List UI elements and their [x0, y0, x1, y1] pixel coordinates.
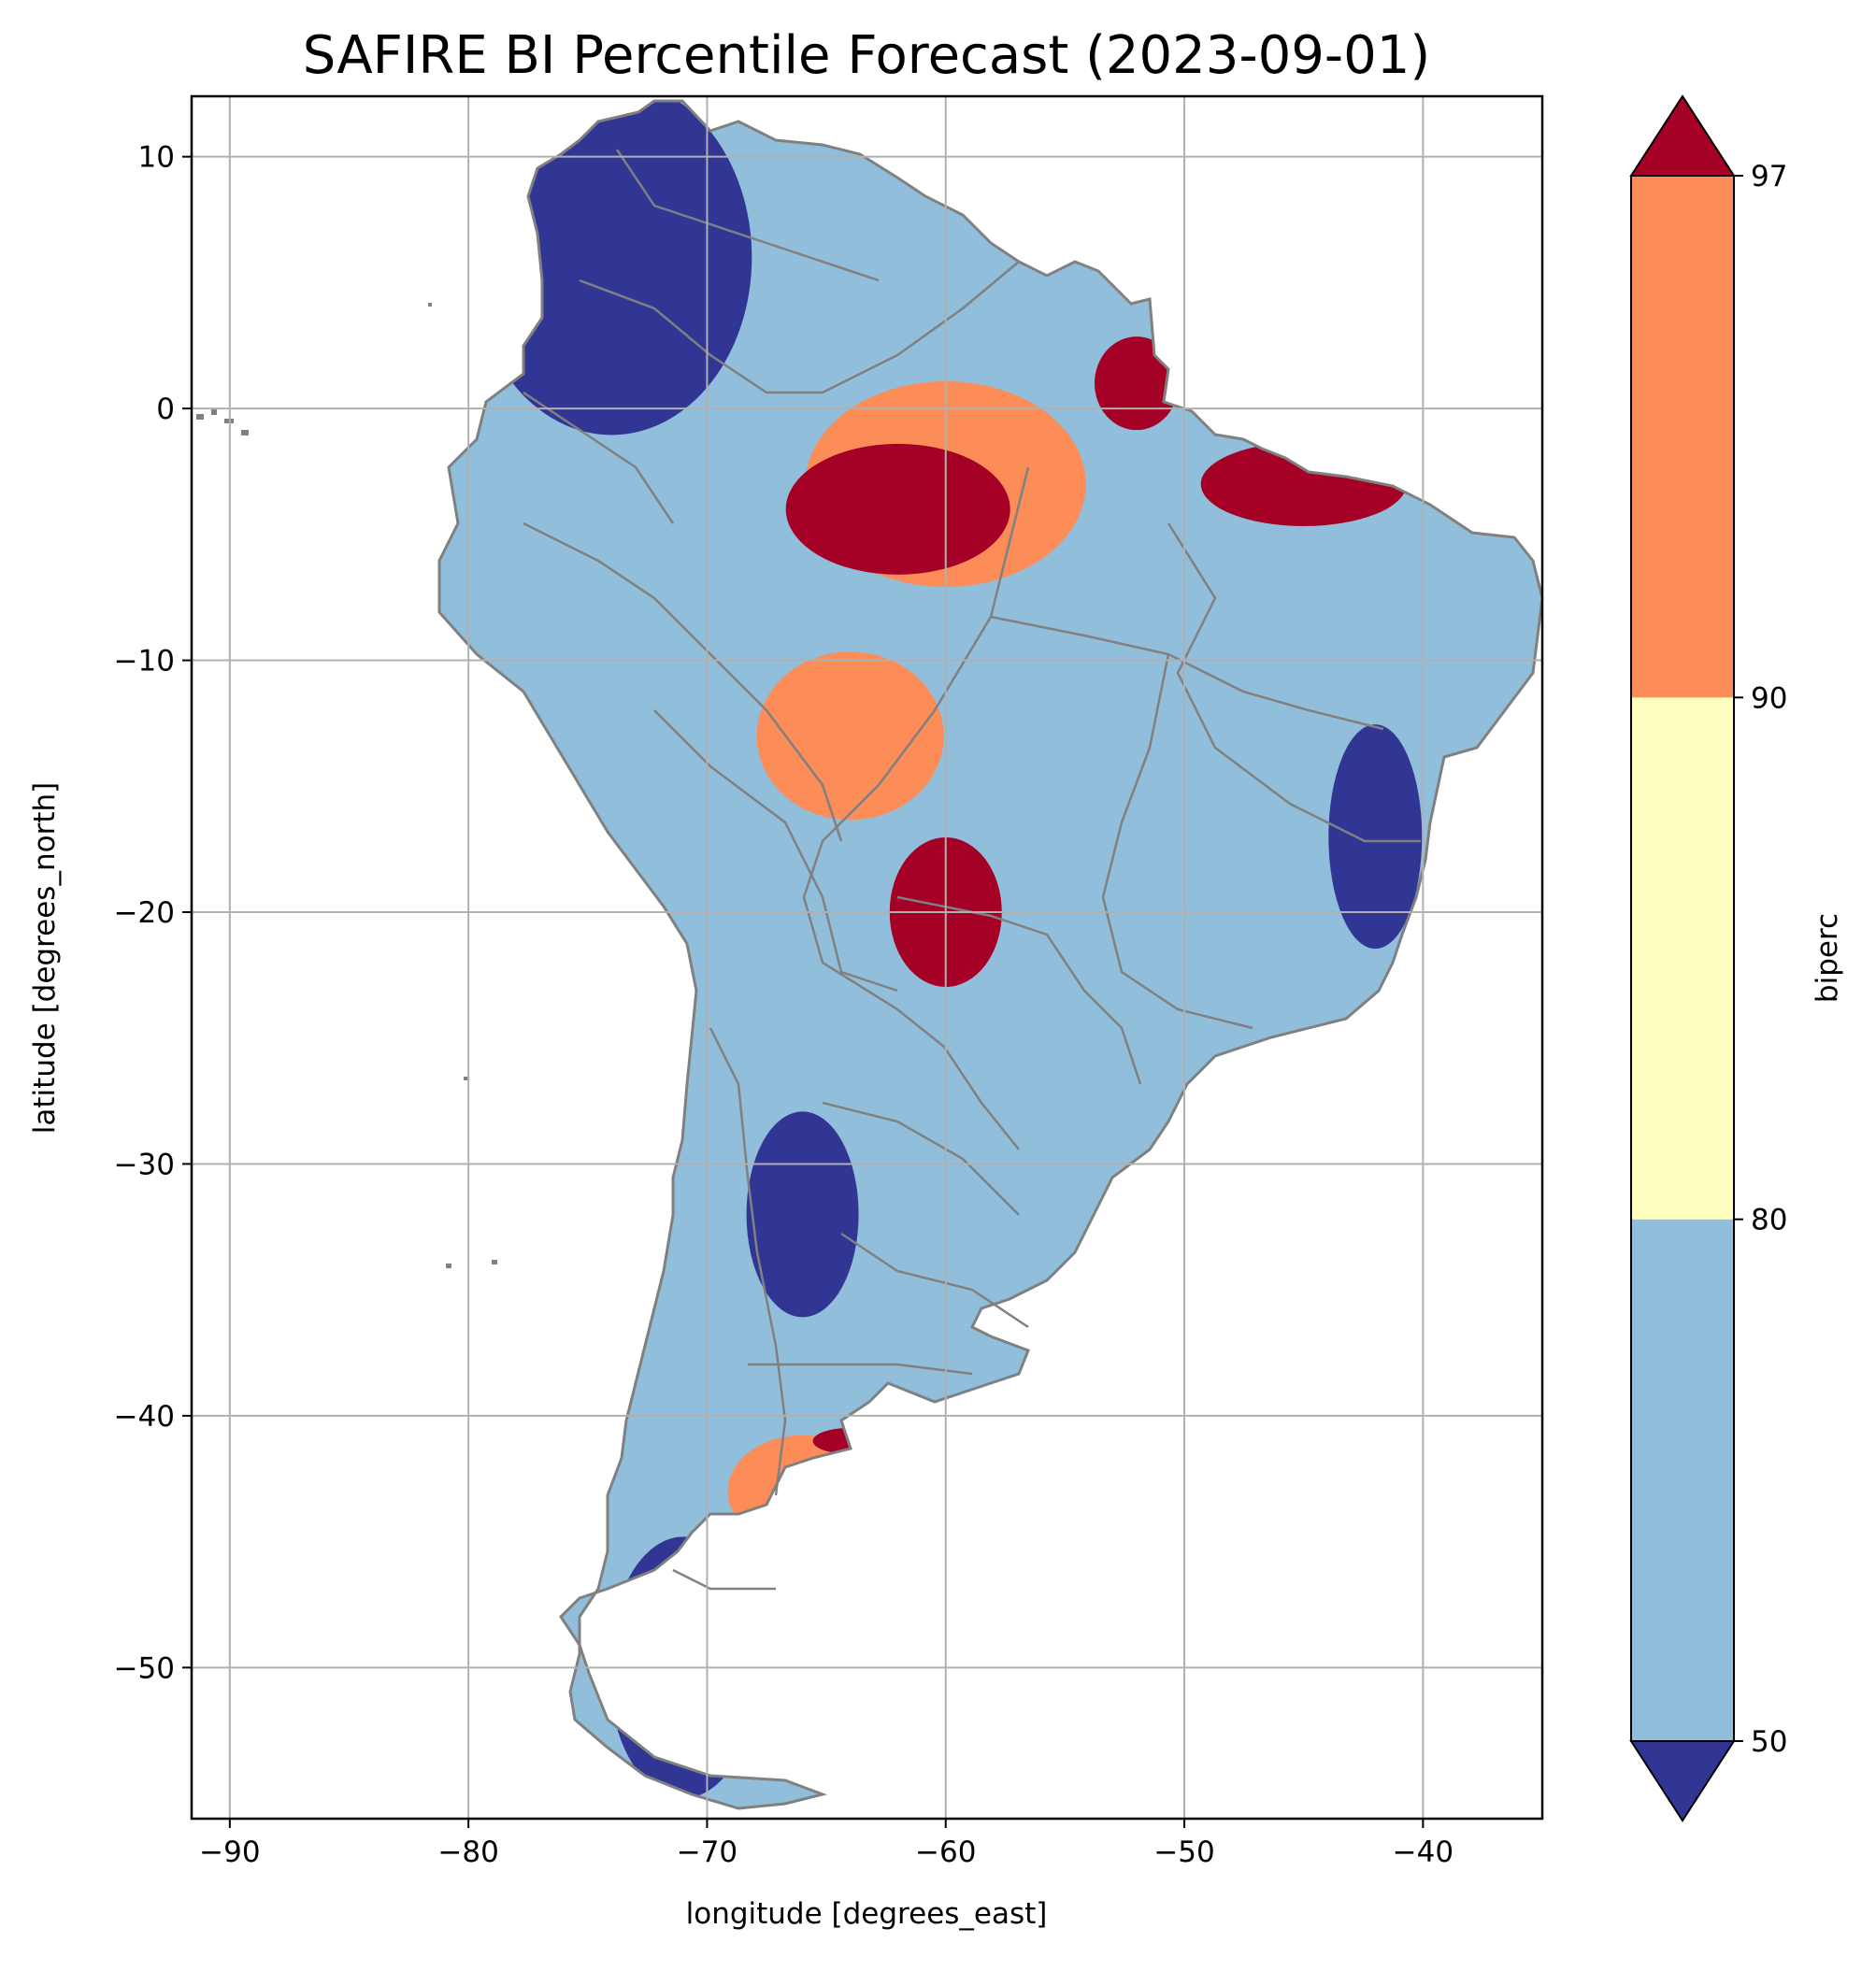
colorbar-tick-label: 97: [1751, 160, 1787, 193]
y-tick-label: −50: [114, 1651, 175, 1685]
colorbar-tick-label: 50: [1751, 1725, 1787, 1759]
colorbar-segment: [1631, 697, 1734, 1220]
field-region: [785, 443, 1010, 575]
political-borders: [523, 149, 1421, 1591]
x-tick-label: −70: [677, 1835, 738, 1869]
x-axis: −90 −80 −70 −60 −50 −40: [199, 1819, 1454, 1869]
y-tick-label: −20: [114, 896, 175, 930]
colorbar-frame: [1630, 175, 1735, 1742]
field-region: [471, 101, 752, 436]
y-axis: 10 0 −10 −20 −30 −40 −50: [114, 141, 192, 1685]
x-tick-label: −40: [1393, 1835, 1454, 1869]
colorbar-extend-min: [1629, 1740, 1736, 1822]
y-tick-label: −30: [114, 1148, 175, 1181]
colorbar-tick-label: 80: [1751, 1204, 1787, 1237]
coastline: [437, 99, 1544, 1810]
y-axis-label: latitude [degrees_north]: [28, 782, 62, 1134]
colorbar: 50 80 90 97: [1629, 94, 1787, 1822]
chart-title: SAFIRE BI Percentile Forecast (2023-09-0…: [303, 25, 1430, 86]
y-tick-label: 0: [156, 393, 175, 426]
x-axis-label: longitude [degrees_east]: [686, 1897, 1048, 1931]
colorbar-label: biperc: [1811, 913, 1844, 1003]
x-tick-label: −50: [1153, 1835, 1214, 1869]
y-tick-label: −40: [114, 1400, 175, 1434]
y-tick-label: −10: [114, 645, 175, 678]
field-region: [756, 651, 944, 821]
gridlines: [192, 96, 1542, 1819]
x-tick-label: −60: [915, 1835, 976, 1869]
colorbar-extend-max: [1629, 94, 1736, 177]
colorbar-tick-label: 90: [1751, 681, 1787, 715]
axes-frame: [190, 94, 1544, 1821]
y-tick-label: 10: [138, 141, 175, 175]
x-tick-label: −80: [437, 1835, 498, 1869]
colorbar-segment: [1631, 176, 1734, 698]
colorbar-segment: [1631, 1219, 1734, 1741]
field-region: [746, 1111, 859, 1318]
field-region: [1328, 724, 1423, 950]
x-tick-label: −90: [199, 1835, 260, 1869]
